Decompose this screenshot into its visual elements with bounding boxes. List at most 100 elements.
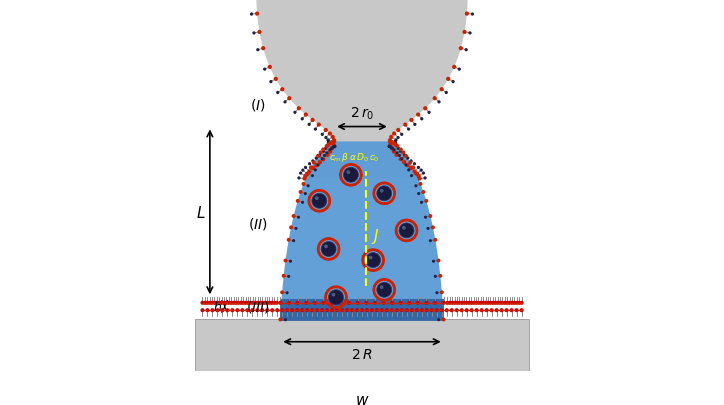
Circle shape (331, 306, 333, 308)
Circle shape (281, 309, 284, 312)
Circle shape (256, 309, 258, 312)
Circle shape (432, 226, 434, 229)
Circle shape (270, 81, 272, 83)
Circle shape (390, 296, 393, 298)
Circle shape (416, 230, 418, 232)
Circle shape (496, 302, 499, 305)
Circle shape (316, 309, 319, 312)
Circle shape (505, 309, 508, 312)
Circle shape (393, 149, 395, 151)
Circle shape (274, 78, 277, 81)
Circle shape (329, 149, 331, 151)
Circle shape (434, 276, 436, 277)
Circle shape (342, 167, 345, 169)
Circle shape (395, 154, 398, 157)
Circle shape (415, 226, 417, 228)
Circle shape (308, 164, 311, 165)
Circle shape (314, 170, 316, 171)
Circle shape (376, 309, 379, 312)
Circle shape (390, 136, 392, 139)
Circle shape (337, 244, 340, 247)
Circle shape (226, 309, 229, 312)
Circle shape (468, 302, 470, 305)
Circle shape (271, 302, 273, 305)
Circle shape (333, 141, 335, 143)
Circle shape (387, 298, 390, 301)
Circle shape (440, 89, 443, 92)
Circle shape (334, 146, 336, 148)
Circle shape (201, 302, 203, 305)
Circle shape (374, 196, 376, 199)
Circle shape (339, 287, 341, 289)
Circle shape (379, 183, 382, 185)
Circle shape (275, 302, 278, 305)
Circle shape (306, 173, 308, 176)
Circle shape (397, 148, 399, 150)
Circle shape (225, 302, 228, 305)
Circle shape (285, 260, 287, 262)
Circle shape (218, 302, 221, 305)
Circle shape (390, 281, 393, 284)
Circle shape (368, 269, 371, 271)
Circle shape (329, 151, 332, 153)
Circle shape (318, 190, 321, 192)
Circle shape (282, 275, 285, 277)
Circle shape (350, 184, 352, 187)
Circle shape (376, 200, 378, 202)
Text: $(II)$: $(II)$ (248, 215, 268, 231)
Circle shape (334, 286, 337, 288)
Circle shape (321, 242, 336, 257)
Circle shape (401, 239, 404, 242)
Circle shape (292, 215, 295, 218)
FancyBboxPatch shape (280, 299, 444, 322)
Circle shape (392, 196, 395, 199)
Circle shape (206, 309, 209, 312)
Circle shape (424, 177, 426, 179)
Circle shape (420, 170, 422, 172)
Circle shape (395, 140, 397, 141)
Circle shape (244, 302, 247, 305)
Circle shape (302, 202, 303, 204)
Circle shape (472, 302, 475, 305)
Circle shape (236, 309, 239, 312)
Circle shape (414, 124, 416, 126)
Circle shape (400, 149, 402, 151)
Circle shape (429, 215, 432, 218)
Circle shape (389, 139, 392, 142)
Circle shape (401, 159, 403, 160)
Circle shape (395, 309, 398, 312)
Circle shape (406, 164, 409, 167)
Text: $(III)$: $(III)$ (246, 299, 270, 315)
Circle shape (398, 237, 400, 239)
Circle shape (365, 252, 367, 254)
Text: $c_m\,\beta\,\alpha\,D_0\,c_0$: $c_m\,\beta\,\alpha\,D_0\,c_0$ (329, 150, 380, 163)
Circle shape (209, 302, 211, 305)
Circle shape (350, 164, 352, 166)
Circle shape (387, 183, 390, 185)
Circle shape (510, 302, 513, 305)
Circle shape (408, 170, 410, 171)
Circle shape (477, 302, 480, 305)
Circle shape (340, 170, 342, 173)
Text: $(I)$: $(I)$ (251, 97, 266, 113)
Circle shape (369, 256, 372, 260)
Circle shape (421, 202, 422, 204)
Circle shape (521, 302, 523, 305)
Circle shape (329, 290, 343, 305)
Circle shape (346, 171, 350, 175)
Circle shape (460, 302, 463, 305)
Circle shape (518, 302, 521, 305)
Circle shape (324, 296, 327, 299)
Circle shape (376, 269, 379, 271)
Circle shape (401, 220, 404, 222)
Circle shape (383, 182, 385, 185)
Circle shape (416, 309, 418, 312)
Circle shape (376, 283, 392, 298)
Circle shape (322, 209, 324, 212)
Circle shape (327, 145, 328, 147)
Circle shape (455, 302, 458, 305)
Circle shape (413, 171, 416, 173)
Circle shape (366, 309, 369, 312)
Circle shape (475, 302, 477, 305)
Circle shape (501, 302, 504, 305)
